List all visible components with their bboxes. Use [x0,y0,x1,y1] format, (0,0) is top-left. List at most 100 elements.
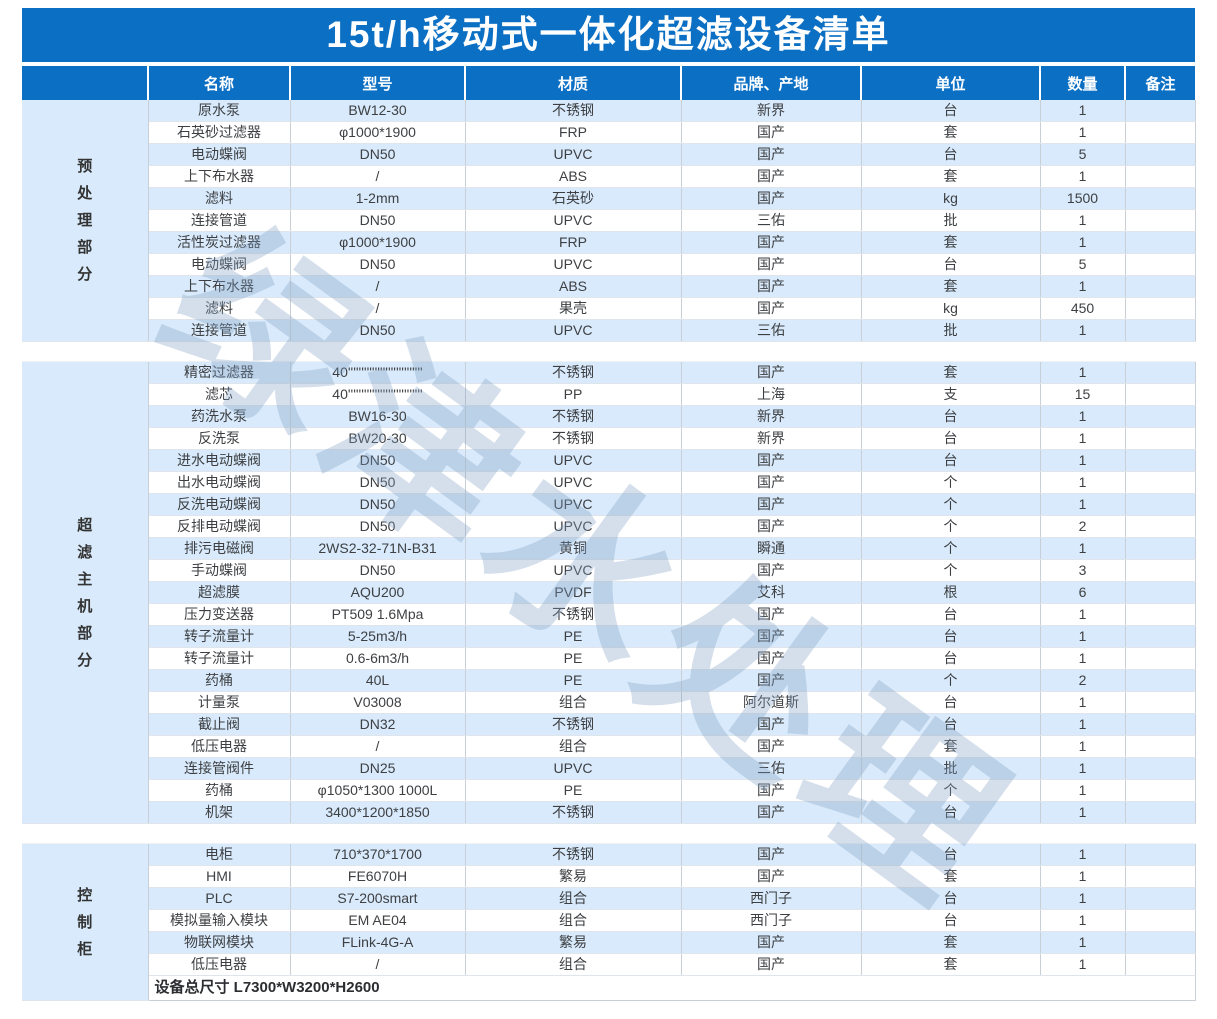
cell-name: 药桶 [148,669,291,692]
cell-name: 石英砂过滤器 [148,121,291,144]
cell-remark [1125,779,1196,802]
cell-remark [1125,405,1196,428]
cell-unit: kg [861,187,1041,210]
cell-unit: 个 [861,669,1041,692]
table-row: 预 处 理 部 分原水泵 BW12-30 不锈钢 新界台 1 [22,100,1196,342]
cell-name: 电动蝶阀 [148,253,291,276]
equipment-table: 名称 型号 材质 品牌、产地 单位 数量 备注 预 处 理 部 分原水泵 BW12-30 不锈钢… [22,66,1196,1001]
cell-qty: 1 [1040,231,1126,254]
table-row: 压力变送器 PT509 1.6Mpa 不锈钢 国产台 1 [22,603,1196,626]
cell-material: UPVC [465,757,682,780]
cell-brand: 艾科 [681,581,862,604]
cell-qty: 1 [1040,931,1126,954]
table-row: 药洗水泵 BW16-30 不锈钢 新界台 1 [22,405,1196,428]
cell-qty: 1 [1040,275,1126,298]
table-row: 进水电动蝶阀 DN50 UPVC 国产台 1 [22,449,1196,472]
cell-qty: 1 [1040,887,1126,910]
table-row: 低压电器 / 组合 国产套 1 [22,735,1196,758]
cell-qty: 1 [1040,405,1126,428]
cell-qty: 1 [1040,209,1126,232]
cell-qty: 1 [1040,953,1126,976]
cell-model: 1-2mm [290,187,466,210]
cell-unit: 套 [861,865,1041,888]
cell-brand: 国产 [681,647,862,670]
cell-qty: 1 [1040,493,1126,516]
cell-remark [1125,231,1196,254]
table-row: 电动蝶阀 DN50 UPVC 国产台 5 [22,143,1196,166]
table-row: 控 制 柜电柜 710*370*1700 不锈钢 国产台 1 [22,843,1196,1001]
table-footer-row: 设备总尺寸 L7300*W3200*H2600 [22,975,1196,1001]
cell-unit: 批 [861,209,1041,232]
cell-unit: 台 [861,253,1041,276]
cell-name: 原水泵 [148,100,291,122]
cell-remark [1125,383,1196,406]
cell-brand: 阿尔道斯 [681,691,862,714]
cell-model: PT509 1.6Mpa [290,603,466,626]
cell-name: 电动蝶阀 [148,143,291,166]
page-title: 15t/h移动式一体化超滤设备清单 [326,14,891,55]
cell-name: 排污电磁阀 [148,537,291,560]
cell-brand: 三佑 [681,757,862,780]
table-row: 上下布水器 / ABS 国产套 1 [22,165,1196,188]
cell-model: / [290,165,466,188]
cell-material: 组合 [465,909,682,932]
table-row: HMI FE6070H 繁易 国产套 1 [22,865,1196,888]
cell-unit: 台 [861,843,1041,866]
cell-model: 3400*1200*1850 [290,801,466,824]
cell-qty: 5 [1040,253,1126,276]
cell-name: 药桶 [148,779,291,802]
cell-model: 710*370*1700 [290,843,466,866]
cell-unit: 台 [861,887,1041,910]
table-row: 药桶 40L PE 国产个 2 [22,669,1196,692]
cell-material: FRP [465,231,682,254]
cell-material: 组合 [465,953,682,976]
cell-remark [1125,515,1196,538]
cell-material: 果壳 [465,297,682,320]
cell-unit: 个 [861,471,1041,494]
cell-brand: 国产 [681,187,862,210]
cell-qty: 2 [1040,515,1126,538]
cell-qty: 450 [1040,297,1126,320]
cell-material: UPVC [465,253,682,276]
cell-brand: 西门子 [681,909,862,932]
cell-model: 5-25m3/h [290,625,466,648]
cell-qty: 1 [1040,757,1126,780]
section-gap-row [22,823,1195,844]
cell-name: 低压电器 [148,953,291,976]
row-group-label: 超 滤 主 机 部 分 [22,361,149,824]
table-row: 超 滤 主 机 部 分精密过滤器 40''''''''''''''''''''''… [22,361,1196,824]
cell-remark [1125,713,1196,736]
cell-name: 上下布水器 [148,165,291,188]
table-row: 超滤膜 AQU200 PVDF 艾科根 6 [22,581,1196,604]
cell-brand: 瞬通 [681,537,862,560]
total-dimensions-text: 设备总尺寸 L7300*W3200*H2600 [148,975,1196,1001]
cell-unit: 台 [861,647,1041,670]
cell-name: 低压电器 [148,735,291,758]
cell-name: 精密过滤器 [148,361,291,384]
cell-material: UPVC [465,209,682,232]
cell-brand: 三佑 [681,319,862,342]
cell-brand: 西门子 [681,887,862,910]
cell-name: 模拟量输入模块 [148,909,291,932]
cell-model: BW12-30 [290,100,466,122]
cell-name: 电柜 [148,843,291,866]
cell-model: DN50 [290,253,466,276]
cell-name: 反排电动蝶阀 [148,515,291,538]
cell-remark [1125,625,1196,648]
cell-name: 滤芯 [148,383,291,406]
cell-qty: 1 [1040,779,1126,802]
cell-material: 组合 [465,691,682,714]
cell-brand: 国产 [681,953,862,976]
cell-remark [1125,209,1196,232]
cell-material: UPVC [465,559,682,582]
cell-model: / [290,297,466,320]
cell-brand: 国产 [681,735,862,758]
cell-qty: 1 [1040,909,1126,932]
cell-name: 滤料 [148,187,291,210]
cell-remark [1125,449,1196,472]
cell-remark [1125,100,1196,122]
cell-unit: 个 [861,515,1041,538]
cell-brand: 国产 [681,165,862,188]
cell-brand: 国产 [681,559,862,582]
cell-remark [1125,843,1196,866]
